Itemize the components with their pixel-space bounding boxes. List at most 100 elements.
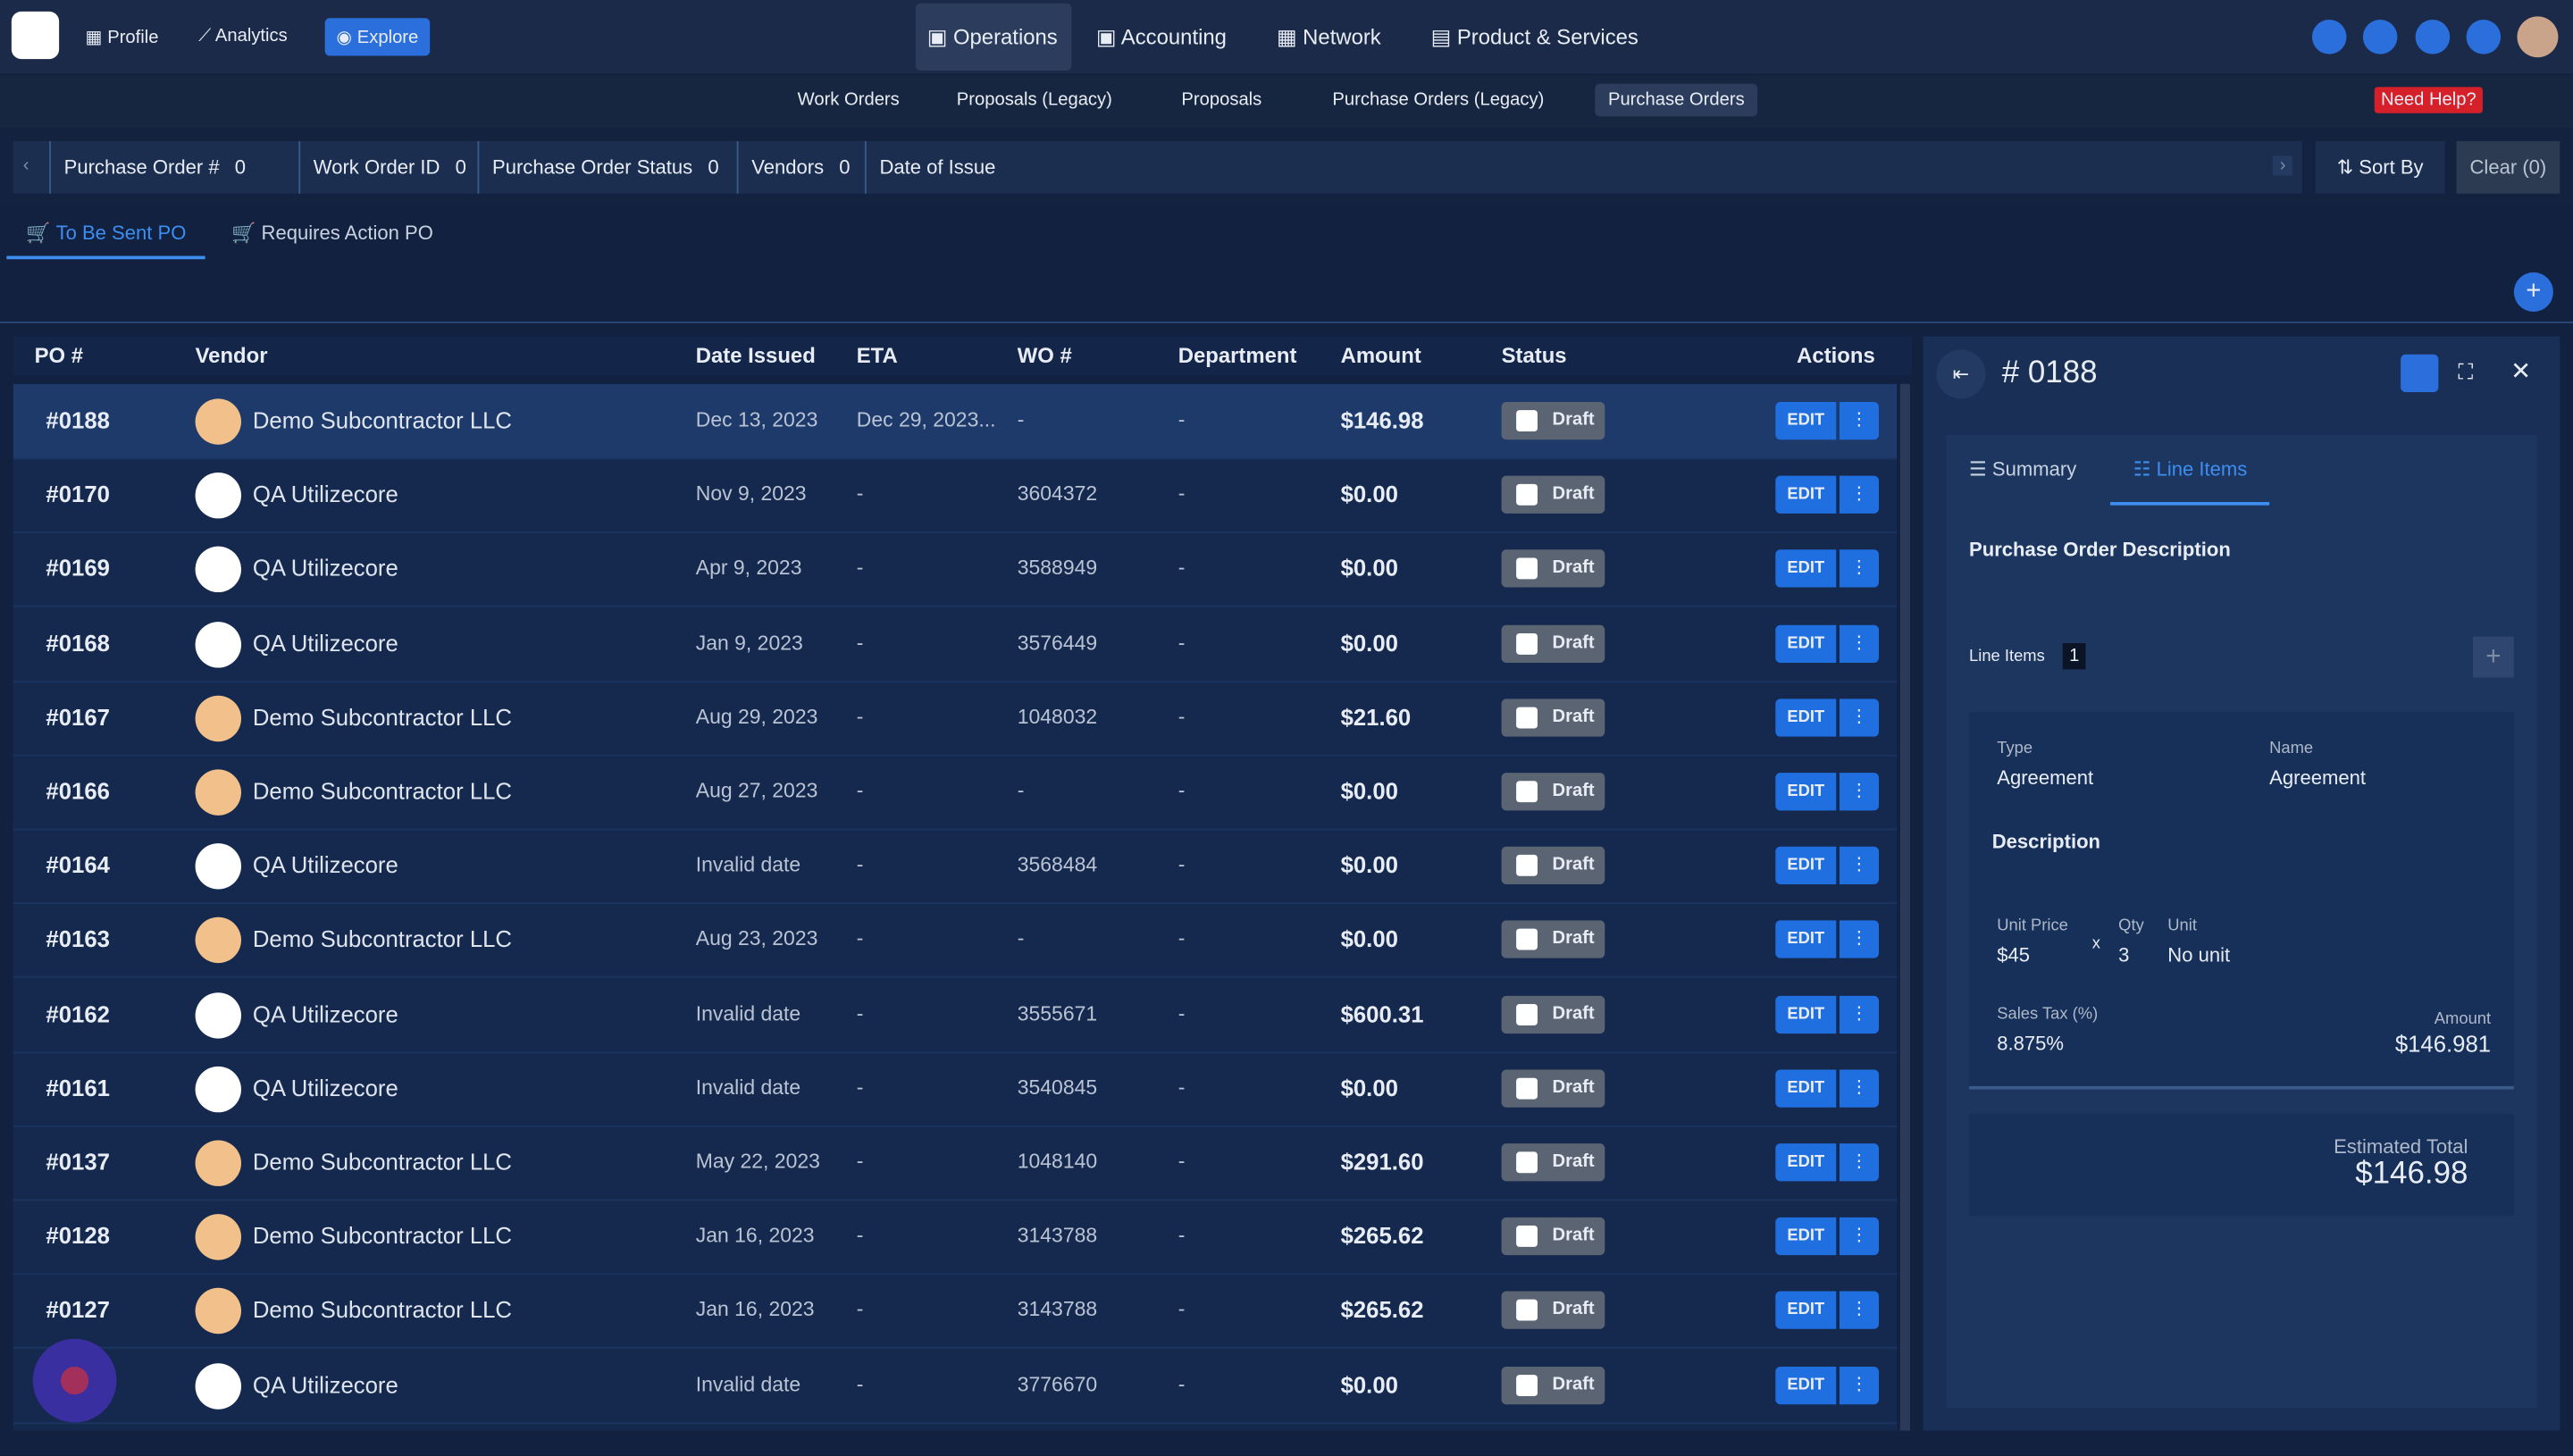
- settings-button[interactable]: [2362, 20, 2398, 54]
- nav-explore[interactable]: ◉ Explore: [324, 18, 431, 56]
- more-button[interactable]: ⋮: [1839, 1143, 1880, 1182]
- sub-nav-item[interactable]: Proposals (Legacy): [957, 84, 1112, 117]
- sub-nav-item[interactable]: Work Orders: [798, 84, 900, 117]
- edit-button[interactable]: EDIT: [1775, 699, 1837, 737]
- sub-nav-item[interactable]: Proposals: [1181, 84, 1261, 117]
- tab-active[interactable]: 🛒 To Be Sent PO: [6, 222, 206, 260]
- nav-analytics[interactable]: ⟋ Analytics: [198, 26, 288, 46]
- add-button[interactable]: +: [2513, 272, 2553, 312]
- times: x: [2091, 934, 2100, 954]
- more-button[interactable]: ⋮: [1839, 475, 1880, 515]
- more-button[interactable]: ⋮: [1839, 1218, 1880, 1256]
- edit-button[interactable]: EDIT: [1775, 921, 1837, 959]
- edit-button[interactable]: EDIT: [1775, 401, 1837, 440]
- status-badge[interactable]: Draft: [1501, 550, 1605, 589]
- status-badge[interactable]: Draft: [1501, 1218, 1605, 1256]
- filter-chip[interactable]: Work Order ID 0: [298, 140, 479, 194]
- filter-chip[interactable]: Purchase Order Status 0: [477, 140, 732, 194]
- edit-button[interactable]: EDIT: [1775, 995, 1837, 1033]
- status-badge[interactable]: Draft: [1501, 1069, 1605, 1108]
- table-row[interactable]: #0188 Demo Subcontractor LLC Dec 13, 2023 D…: [13, 383, 1898, 460]
- table-row[interactable]: #0166 Demo Subcontractor LLC Aug 27, 2023 -…: [13, 755, 1898, 831]
- nav-profile[interactable]: ▦ Profile: [85, 28, 159, 48]
- table-row[interactable]: #0169 QA Utilizecore Apr 9, 2023 - 3588949 - $…: [13, 532, 1898, 608]
- status-badge[interactable]: Draft: [1501, 1292, 1605, 1330]
- more-button[interactable]: ⋮: [1839, 773, 1880, 811]
- avatar[interactable]: [2517, 16, 2559, 58]
- table-row[interactable]: #0168 QA Utilizecore Jan 9, 2023 - 3576449 - $…: [13, 607, 1898, 682]
- chat-bubble[interactable]: [32, 1338, 117, 1423]
- filter-chip[interactable]: Date of Issue: [864, 140, 1009, 194]
- status-badge[interactable]: Draft: [1501, 921, 1605, 959]
- menu-button[interactable]: [2401, 354, 2439, 392]
- status-badge[interactable]: Draft: [1501, 624, 1605, 663]
- more-button[interactable]: ⋮: [1839, 624, 1880, 663]
- cell: 3604372: [1017, 482, 1098, 506]
- edit-button[interactable]: EDIT: [1775, 550, 1837, 589]
- filter-chip[interactable]: Vendors 0: [736, 140, 864, 194]
- expand-button[interactable]: ⛶: [2458, 359, 2474, 384]
- table-row[interactable]: #0167 Demo Subcontractor LLC Aug 29, 2023 -…: [13, 681, 1898, 757]
- scroll-left[interactable]: ‹: [22, 155, 29, 176]
- table-row[interactable]: #0161 QA Utilizecore Invalid date - 3540845 -…: [13, 1051, 1898, 1127]
- nav-products[interactable]: ▤ Product & Services: [1430, 24, 1639, 50]
- edit-button[interactable]: EDIT: [1775, 847, 1837, 885]
- filter-chip[interactable]: Purchase Order # 0: [49, 140, 259, 194]
- sub-nav-item[interactable]: Purchase Orders (Legacy): [1332, 84, 1544, 117]
- edit-button[interactable]: EDIT: [1775, 1218, 1837, 1256]
- table-row[interactable]: #0137 Demo Subcontractor LLC May 22, 2023 -…: [13, 1125, 1898, 1201]
- more-button[interactable]: ⋮: [1839, 550, 1880, 589]
- scroll-right[interactable]: ›: [2273, 155, 2292, 176]
- table-row[interactable]: #0128 Demo Subcontractor LLC Jan 16, 2023 -…: [13, 1200, 1898, 1276]
- tab[interactable]: 🛒 Requires Action PO: [230, 221, 433, 245]
- edit-button[interactable]: EDIT: [1775, 1292, 1837, 1330]
- more-button[interactable]: ⋮: [1839, 921, 1880, 959]
- status-badge[interactable]: Draft: [1501, 847, 1605, 885]
- chat-button[interactable]: [2466, 20, 2502, 54]
- table-row[interactable]: #0163 Demo Subcontractor LLC Aug 23, 2023 -…: [13, 903, 1898, 979]
- cell: -: [1017, 927, 1025, 951]
- add-item-button[interactable]: +: [2472, 636, 2514, 678]
- edit-button[interactable]: EDIT: [1775, 624, 1837, 663]
- nav-operations[interactable]: ▣ Operations: [926, 24, 1058, 50]
- status-badge[interactable]: Draft: [1501, 773, 1605, 811]
- edit-button[interactable]: EDIT: [1775, 1143, 1837, 1182]
- more-button[interactable]: ⋮: [1839, 995, 1880, 1033]
- status-badge[interactable]: Draft: [1501, 401, 1605, 440]
- logo[interactable]: [11, 11, 60, 60]
- status-badge[interactable]: Draft: [1501, 995, 1605, 1033]
- table-row[interactable]: #0127 Demo Subcontractor LLC Jan 16, 2023 -…: [13, 1274, 1898, 1350]
- table-row[interactable]: #0162 QA Utilizecore Invalid date - 3555671 -…: [13, 977, 1898, 1053]
- table-row[interactable]: QA Utilizecore Invalid date - 3776670 - $0.00…: [13, 1348, 1898, 1424]
- label: Name: [2269, 740, 2314, 758]
- need-help[interactable]: Need Help?: [2374, 87, 2484, 113]
- table-row[interactable]: #0164 QA Utilizecore Invalid date - 3568484 -…: [13, 829, 1898, 905]
- more-button[interactable]: ⋮: [1839, 401, 1880, 440]
- more-button[interactable]: ⋮: [1839, 847, 1880, 885]
- status-badge[interactable]: Draft: [1501, 1143, 1605, 1182]
- clear-button[interactable]: Clear (0): [2456, 140, 2560, 194]
- nav-accounting[interactable]: ▣ Accounting: [1095, 24, 1227, 50]
- more-button[interactable]: ⋮: [1839, 1292, 1880, 1330]
- help-button[interactable]: [2415, 20, 2451, 54]
- close-button[interactable]: ✕: [2510, 357, 2532, 386]
- icon-button[interactable]: [2311, 20, 2347, 54]
- edit-button[interactable]: EDIT: [1775, 475, 1837, 515]
- table-row[interactable]: #0170 QA Utilizecore Nov 9, 2023 - 3604372 - $…: [13, 458, 1898, 534]
- more-button[interactable]: ⋮: [1839, 1069, 1880, 1108]
- tab[interactable]: ☰ Summary: [1969, 457, 2077, 481]
- scrollbar[interactable]: [1899, 383, 1910, 1431]
- collapse-button[interactable]: ⇤: [1936, 349, 1986, 399]
- sub-nav-item[interactable]: Purchase Orders: [1595, 83, 1758, 117]
- more-button[interactable]: ⋮: [1839, 1366, 1880, 1404]
- edit-button[interactable]: EDIT: [1775, 773, 1837, 811]
- more-button[interactable]: ⋮: [1839, 699, 1880, 737]
- edit-button[interactable]: EDIT: [1775, 1069, 1837, 1108]
- sort-button[interactable]: ⇅ Sort By: [2315, 140, 2445, 194]
- tab-active[interactable]: ☷ Line Items: [2109, 448, 2270, 506]
- status-badge[interactable]: Draft: [1501, 1366, 1605, 1404]
- nav-network[interactable]: ▦ Network: [1276, 24, 1381, 50]
- status-badge[interactable]: Draft: [1501, 475, 1605, 515]
- edit-button[interactable]: EDIT: [1775, 1366, 1837, 1404]
- status-badge[interactable]: Draft: [1501, 699, 1605, 737]
